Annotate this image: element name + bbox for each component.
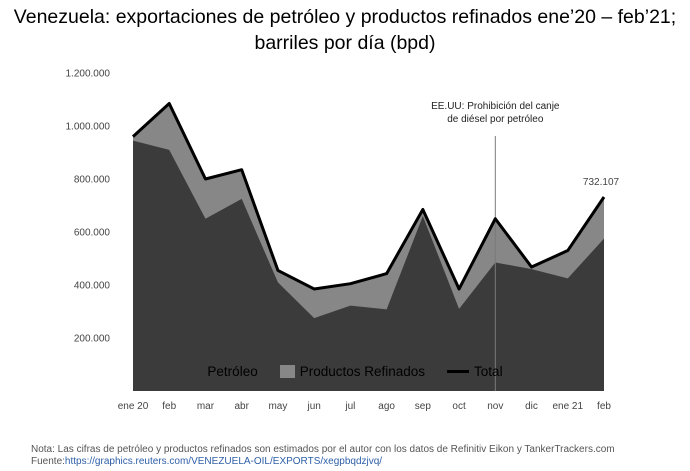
x-tick-label: feb <box>597 401 611 412</box>
source-prefix: Fuente: <box>31 456 65 467</box>
note-text: Nota: Las cifras de petróleo y productos… <box>31 444 615 455</box>
x-tick-label: dic <box>525 401 538 412</box>
legend-label-refined: Productos Refinados <box>299 364 426 379</box>
x-tick-label: ene 20 <box>118 401 149 412</box>
legend-swatch-crude <box>187 365 203 378</box>
y-tick-label: 800.000 <box>74 175 111 186</box>
y-tick-label: 400.000 <box>74 281 111 292</box>
legend-label-crude: Petróleo <box>207 364 258 379</box>
chart-footnote: Nota: Las cifras de petróleo y productos… <box>31 444 615 468</box>
legend-item-crude: Petróleo <box>187 364 258 379</box>
x-tick-label: oct <box>452 401 466 412</box>
legend-item-refined: Productos Refinados <box>279 364 426 379</box>
y-tick-label: 1.000.000 <box>66 122 111 133</box>
source-link[interactable]: https://graphics.reuters.com/VENEZUELA-O… <box>64 456 383 467</box>
x-tick-label: jun <box>306 401 320 412</box>
chart-title-line-1: Venezuela: exportaciones de petróleo y p… <box>13 6 677 28</box>
crude-area <box>133 140 604 391</box>
legend-label-total: Total <box>474 364 503 379</box>
x-tick-label: ago <box>378 401 395 412</box>
legend-swatch-refined <box>279 365 295 378</box>
last-value-label: 732.107 <box>583 177 620 188</box>
x-tick-label: sep <box>415 401 432 412</box>
legend-item-total: Total <box>447 364 503 379</box>
x-tick-label: abr <box>234 401 249 412</box>
source-line: Fuente:https://graphics.reuters.com/VENE… <box>31 456 615 468</box>
annotation-text-line-1: EE.UU: Prohibición del canje <box>431 101 560 112</box>
chart-legend: Petróleo Productos Refinados Total <box>0 364 690 379</box>
total-line <box>131 101 606 291</box>
x-tick-label: feb <box>162 401 176 412</box>
x-tick-label: ene 21 <box>552 401 583 412</box>
x-tick-label: jul <box>344 401 355 412</box>
chart-title-line-2: barriles por día (bpd) <box>254 32 436 54</box>
legend-swatch-total <box>447 370 470 373</box>
x-tick-label: nov <box>487 401 503 412</box>
annotation-text-line-2: de diésel por petróleo <box>447 114 544 125</box>
x-tick-label: mar <box>197 401 215 412</box>
chart-title: Venezuela: exportaciones de petróleo y p… <box>0 4 690 56</box>
x-tick-label: may <box>268 401 287 412</box>
y-tick-label: 600.000 <box>74 228 111 239</box>
y-tick-label: 200.000 <box>74 334 111 345</box>
y-tick-label: 1.200.000 <box>66 69 111 80</box>
